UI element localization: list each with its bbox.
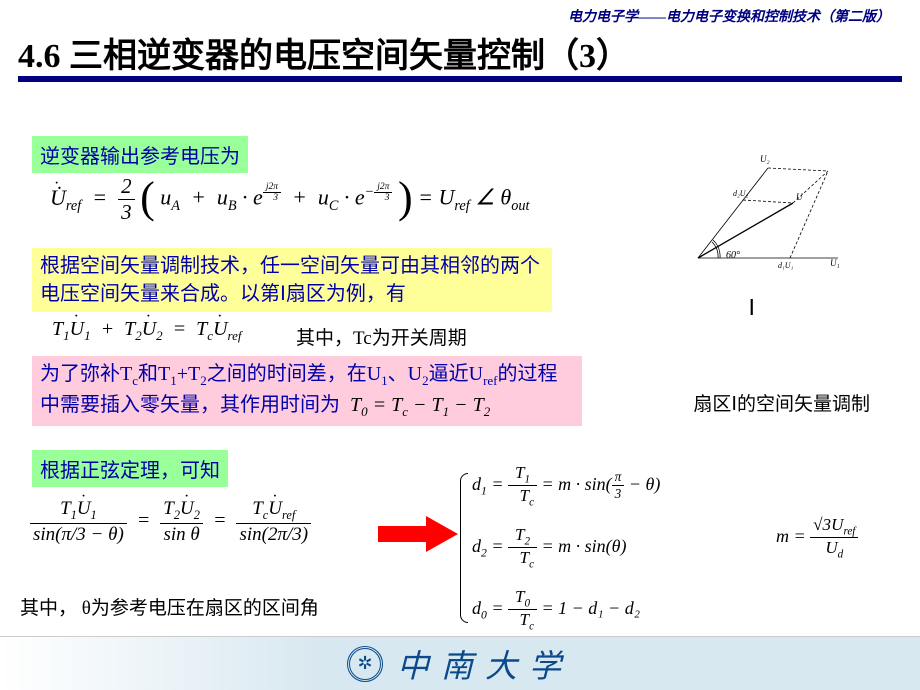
svg-text:U₂: U₂ — [760, 154, 770, 164]
svg-text:U₁: U₁ — [830, 258, 840, 268]
eq4-note: 其中， θ为参考电压在扇区的区间角 — [20, 593, 319, 620]
label-output-voltage: 逆变器输出参考电压为 — [32, 136, 248, 173]
label-zero-vector: 为了弥补Tc和T1+T2之间的时间差，在U1、U2逼近Uref的过程中需要插入零… — [32, 356, 582, 426]
equation-m-ratio: m = √3Uref Ud — [776, 515, 858, 561]
university-name: 中南大学 — [397, 641, 573, 687]
vector-diagram: 60° U₁ U₂ U d₂U₂ d₁U₁ — [678, 148, 848, 288]
diagram-caption: 扇区Ⅰ的空间矢量调制 — [693, 389, 870, 416]
label-svm-explain: 根据空间矢量调制技术，任一空间矢量可由其相邻的两个电压空间矢量来合成。以第Ⅰ扇区… — [32, 248, 552, 312]
university-logo-icon: ✲ — [347, 646, 383, 682]
label-sine-rule: 根据正弦定理，可知 — [32, 450, 228, 487]
equation-t1u1-t2u2: T1U1 + T2U2 = TcUref — [52, 318, 241, 344]
diagram-angle-label: 60° — [726, 250, 740, 261]
arrow-icon — [378, 516, 458, 552]
equation-sine-rule: T1U1 sin(π/3 − θ) = T2U2 sin θ = TcUref … — [30, 498, 311, 546]
book-header: 电力电子学——电力电子变换和控制技术（第二版） — [568, 6, 890, 26]
svg-text:d₁U₁: d₁U₁ — [778, 261, 794, 270]
svg-text:U: U — [796, 192, 803, 202]
equation-duty-cycles: d1 = T1 Tc = m · sin(π3 − θ) d2 = T2 Tc … — [460, 455, 660, 640]
section-title: 4.6 三相逆变器的电压空间矢量控制（3） — [18, 28, 630, 77]
equation-uref-definition: U̇ref = 23 ( uA + uB · ej2π3 + uC · e−j2… — [50, 174, 530, 225]
sector-roman-one: Ⅰ — [749, 295, 756, 321]
svg-text:d₂U₂: d₂U₂ — [733, 189, 749, 198]
footer: ✲ 中南大学 — [0, 636, 920, 690]
eq2-note: 其中，Tc为开关周期 — [296, 323, 467, 350]
title-divider — [18, 76, 902, 82]
